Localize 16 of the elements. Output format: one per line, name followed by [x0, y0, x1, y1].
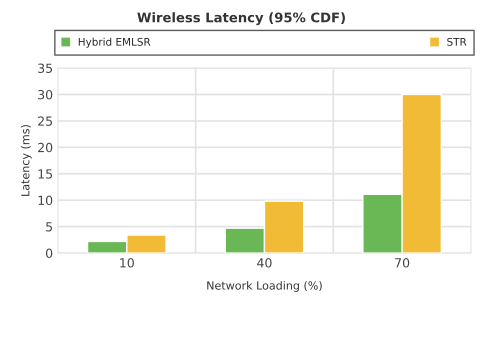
y-tick-label: 25 — [38, 116, 52, 126]
y-tick-label: 5 — [46, 222, 52, 232]
y-tick-label: 20 — [38, 142, 52, 152]
legend-label: Hybrid EMLSR — [78, 38, 150, 48]
y-tick-label: 35 — [38, 64, 52, 73]
y-tick-label: 30 — [38, 90, 52, 100]
x-tick-label: 70 — [395, 258, 410, 268]
y-axis-title: Latency (ms) — [20, 125, 32, 196]
y-tick-label: 0 — [46, 248, 52, 258]
x-tick-label: 40 — [257, 258, 272, 268]
legend-label: STR — [447, 38, 466, 46]
y-tick-label: 15 — [38, 169, 52, 179]
x-axis-title: Network Loading (%) — [207, 281, 322, 292]
x-tick-label: 10 — [120, 258, 134, 268]
y-tick-label: 10 — [38, 196, 52, 206]
chart-title: Wireless Latency (95% CDF) — [137, 12, 345, 26]
